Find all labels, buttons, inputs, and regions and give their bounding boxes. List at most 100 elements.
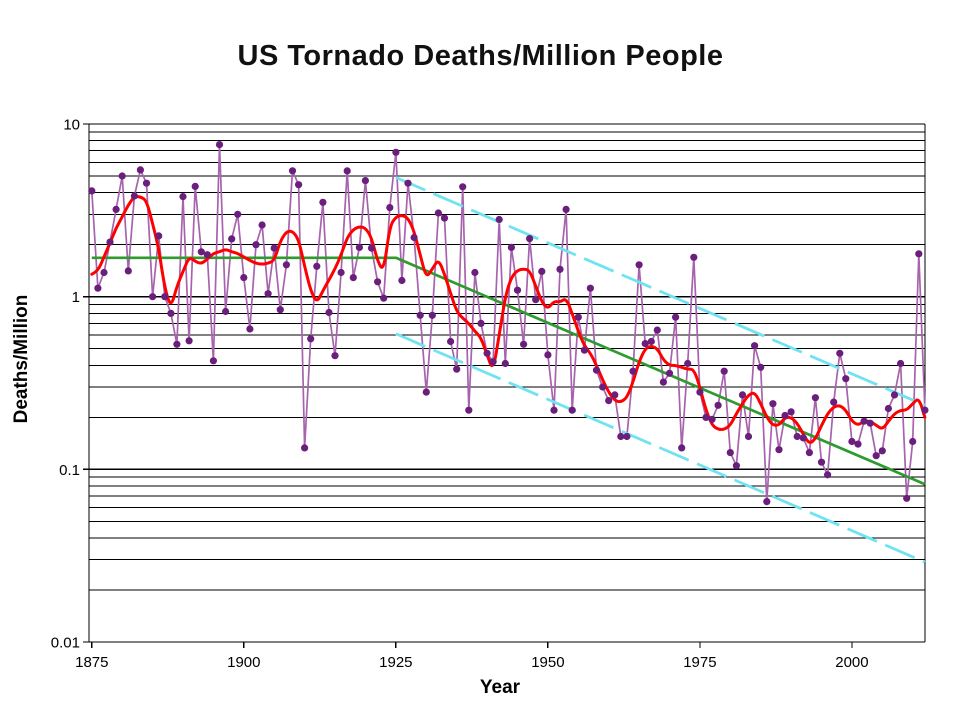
data-point bbox=[282, 261, 290, 269]
data-point bbox=[556, 265, 564, 273]
data-point bbox=[866, 419, 874, 427]
data-point bbox=[659, 378, 668, 386]
data-point bbox=[562, 205, 570, 213]
data-point bbox=[367, 244, 376, 252]
data-point bbox=[215, 141, 224, 149]
data-point bbox=[842, 375, 850, 383]
data-point bbox=[538, 267, 546, 275]
data-point bbox=[276, 306, 284, 314]
x-tick-label: 1900 bbox=[227, 654, 260, 671]
data-point bbox=[714, 401, 722, 409]
x-tick-label: 2000 bbox=[835, 654, 868, 671]
data-point bbox=[854, 440, 862, 448]
y-tick-label: 0.01 bbox=[51, 635, 80, 652]
data-point bbox=[191, 182, 199, 190]
data-point bbox=[392, 148, 400, 156]
data-point bbox=[653, 326, 661, 334]
data-point bbox=[301, 444, 309, 452]
data-point bbox=[155, 232, 163, 240]
data-point bbox=[599, 383, 607, 391]
data-point bbox=[751, 342, 759, 350]
trend-line bbox=[91, 256, 926, 486]
data-point bbox=[799, 434, 807, 442]
data-point bbox=[295, 181, 303, 189]
data-point bbox=[361, 177, 369, 185]
data-point bbox=[817, 458, 826, 466]
data-point bbox=[149, 293, 157, 301]
data-point bbox=[787, 408, 795, 416]
data-point bbox=[611, 391, 619, 399]
data-point bbox=[757, 363, 765, 371]
data-point bbox=[380, 294, 388, 302]
data-point bbox=[641, 340, 649, 348]
data-point bbox=[824, 471, 832, 479]
data-point bbox=[434, 209, 442, 217]
data-point bbox=[526, 235, 534, 243]
upper-envelope-line bbox=[395, 176, 926, 407]
data-point bbox=[471, 268, 479, 277]
data-point bbox=[416, 311, 424, 319]
data-point bbox=[307, 335, 315, 343]
x-tick-label: 1925 bbox=[379, 654, 412, 671]
data-point bbox=[860, 417, 868, 425]
data-point bbox=[136, 166, 144, 174]
data-point bbox=[465, 406, 473, 414]
data-point bbox=[726, 449, 734, 457]
data-point bbox=[763, 498, 771, 506]
data-point bbox=[477, 319, 485, 327]
data-point bbox=[447, 337, 455, 346]
data-point bbox=[325, 308, 333, 317]
data-point bbox=[161, 293, 169, 301]
data-point bbox=[665, 369, 674, 377]
data-point bbox=[118, 172, 126, 180]
data-point bbox=[702, 413, 710, 421]
data-point bbox=[836, 349, 844, 357]
data-point bbox=[769, 400, 777, 408]
data-point bbox=[744, 432, 753, 441]
data-point bbox=[520, 340, 528, 348]
data-point bbox=[112, 205, 120, 213]
data-point bbox=[179, 193, 187, 201]
data-point bbox=[331, 352, 339, 360]
data-point bbox=[428, 311, 436, 319]
x-axis-title: Year bbox=[479, 677, 521, 698]
data-point bbox=[513, 286, 522, 294]
data-point bbox=[142, 179, 151, 187]
data-point bbox=[264, 290, 272, 298]
data-point bbox=[185, 337, 193, 345]
data-point bbox=[398, 276, 406, 285]
x-tick-label: 1875 bbox=[75, 654, 108, 671]
data-point bbox=[386, 204, 394, 212]
data-point bbox=[246, 325, 254, 333]
data-point bbox=[483, 349, 491, 357]
data-point bbox=[404, 179, 412, 187]
data-point bbox=[532, 296, 540, 304]
x-tick-label: 1975 bbox=[683, 654, 716, 671]
y-tick-label: 1 bbox=[72, 289, 80, 306]
data-point bbox=[732, 462, 741, 470]
data-point bbox=[106, 238, 114, 246]
data-point bbox=[337, 268, 345, 277]
data-point bbox=[222, 307, 230, 316]
data-point bbox=[690, 253, 698, 261]
data-point bbox=[811, 394, 820, 402]
data-point bbox=[374, 278, 382, 286]
data-point bbox=[88, 187, 96, 195]
data-point bbox=[410, 233, 418, 242]
data-point bbox=[252, 241, 260, 249]
data-point bbox=[872, 452, 880, 460]
lower-envelope-line bbox=[395, 332, 926, 564]
data-point bbox=[890, 391, 899, 399]
data-point bbox=[884, 404, 893, 413]
data-point bbox=[550, 406, 558, 414]
data-point bbox=[100, 268, 108, 277]
data-point bbox=[915, 250, 923, 258]
data-point bbox=[130, 192, 138, 200]
data-point bbox=[459, 183, 467, 191]
data-point bbox=[909, 437, 917, 446]
data-point bbox=[878, 447, 886, 455]
data-point bbox=[288, 167, 297, 175]
data-point bbox=[258, 221, 266, 229]
